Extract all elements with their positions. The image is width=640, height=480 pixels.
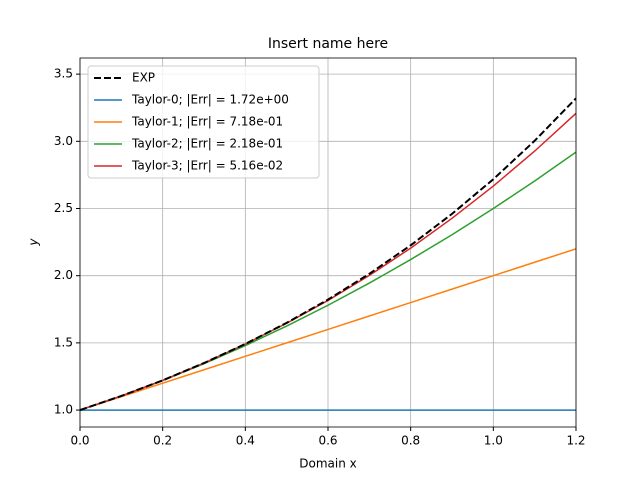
x-tick-label: 0.6 xyxy=(318,434,337,448)
legend-label: Taylor-1; |Err| = 7.18e-01 xyxy=(131,115,283,129)
y-tick-label: 3.0 xyxy=(54,134,73,148)
x-tick-label: 1.2 xyxy=(566,434,585,448)
legend-label: Taylor-2; |Err| = 2.18e-01 xyxy=(131,137,283,151)
x-axis-label: Domain x xyxy=(299,457,356,471)
plot-frame xyxy=(79,57,577,428)
y-axis-label: y xyxy=(27,238,41,247)
x-tick-label: 0.4 xyxy=(236,434,255,448)
x-tick-label: 0.8 xyxy=(401,434,420,448)
series-line xyxy=(80,97,576,412)
x-tick-label: 0.2 xyxy=(153,434,172,448)
y-tick-label: 1.0 xyxy=(54,403,73,417)
legend-label: Taylor-0; |Err| = 1.72e+00 xyxy=(131,93,289,107)
legend-box xyxy=(87,65,320,179)
y-tick-label: 2.5 xyxy=(54,201,73,215)
series-line xyxy=(80,248,576,411)
x-tick-label: 0.0 xyxy=(70,434,89,448)
y-tick-label: 3.5 xyxy=(54,67,73,81)
legend-label: EXP xyxy=(132,71,155,85)
y-tick-label: 1.5 xyxy=(54,335,73,349)
y-tick-label: 2.0 xyxy=(54,268,73,282)
legend-label: Taylor-3; |Err| = 5.16e-02 xyxy=(131,159,283,173)
chart-title: Insert name here xyxy=(268,36,388,52)
x-tick-label: 1.0 xyxy=(484,434,503,448)
